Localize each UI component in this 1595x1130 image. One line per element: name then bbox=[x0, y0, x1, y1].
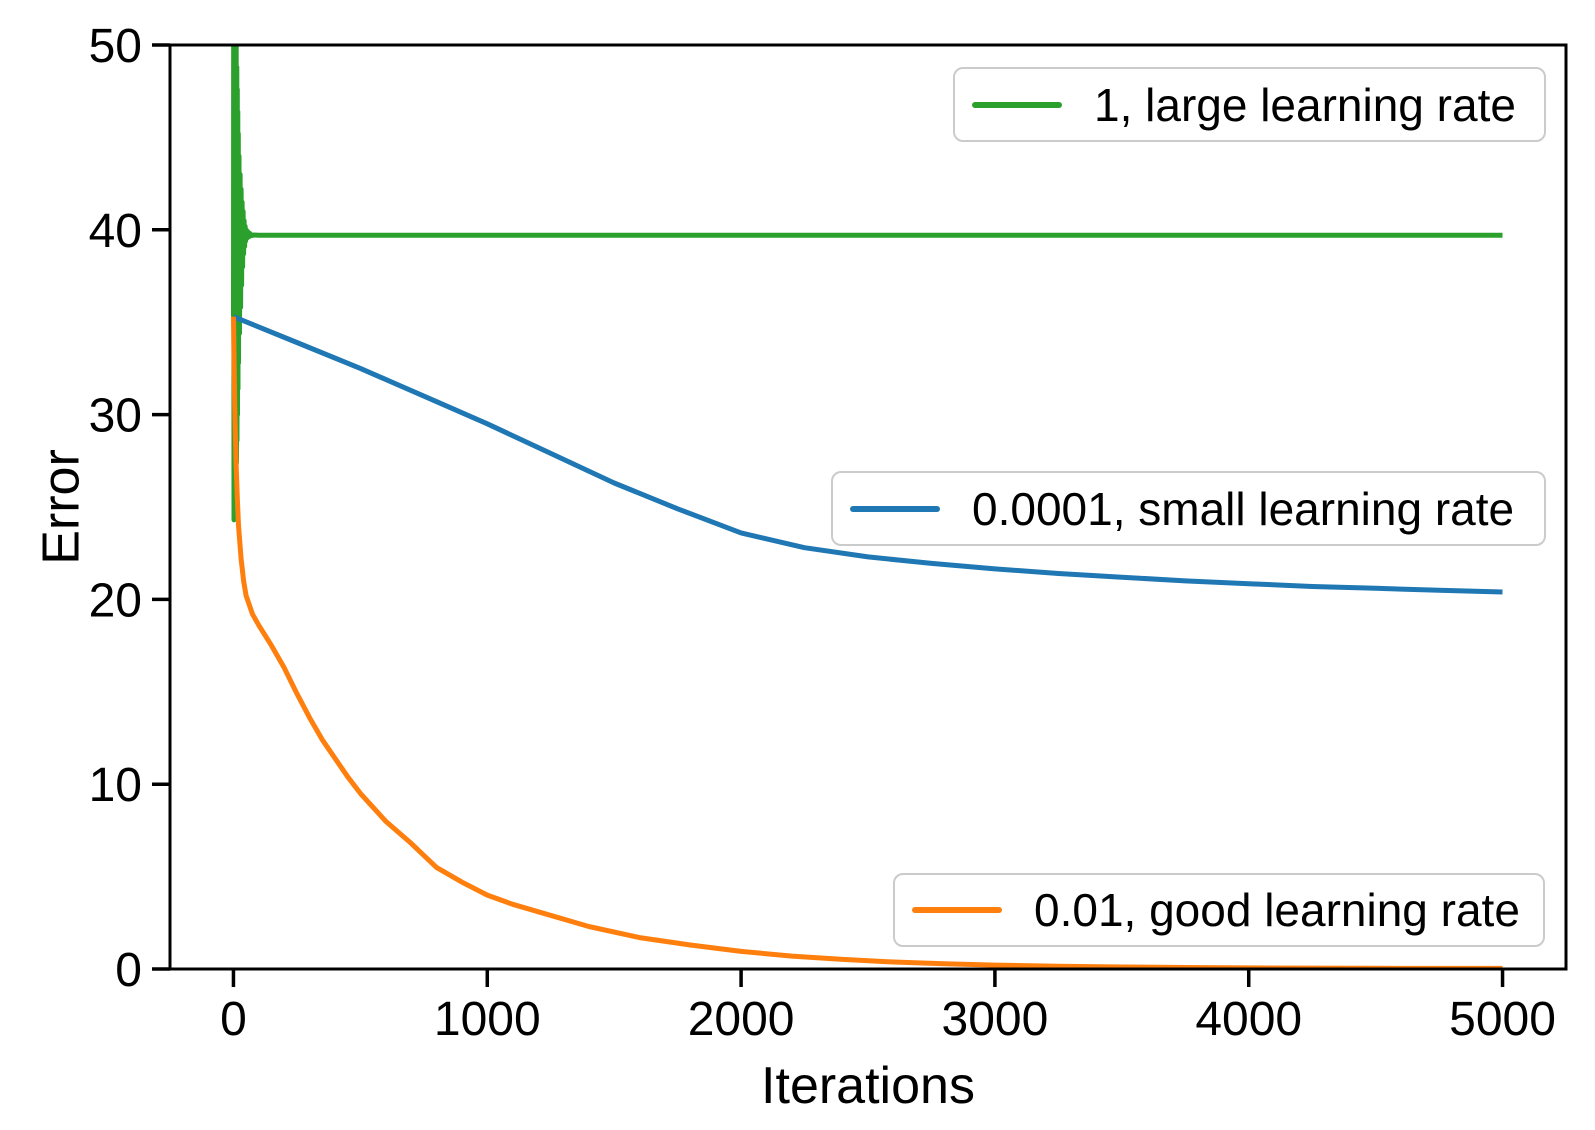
y-tick-label-20: 20 bbox=[89, 574, 142, 627]
legend-small-learning-rate: 0.0001, small learning rate bbox=[831, 471, 1546, 546]
y-tick-label-40: 40 bbox=[89, 205, 142, 258]
legend-label: 1, large learning rate bbox=[1094, 78, 1516, 131]
legend-good-learning-rate: 0.01, good learning rate bbox=[893, 873, 1545, 947]
series-line-2 bbox=[231, 316, 1503, 968]
x-axis-label: Iterations bbox=[761, 1057, 975, 1115]
legend-label: 0.0001, small learning rate bbox=[972, 482, 1515, 535]
x-tick-label-2000: 2000 bbox=[688, 993, 795, 1046]
legend-line-sample-blue bbox=[850, 505, 940, 512]
legend-line-sample-green bbox=[972, 101, 1062, 108]
legend-large-learning-rate: 1, large learning rate bbox=[953, 67, 1546, 142]
y-tick-label-30: 30 bbox=[89, 390, 142, 443]
y-tick-label-50: 50 bbox=[89, 20, 142, 73]
x-tick-label-4000: 4000 bbox=[1195, 993, 1302, 1046]
legend-line-sample-orange bbox=[912, 907, 1002, 913]
y-tick-label-10: 10 bbox=[89, 759, 142, 812]
x-tick-label-1000: 1000 bbox=[434, 993, 541, 1046]
legend-label: 0.01, good learning rate bbox=[1034, 884, 1520, 936]
axes-frame bbox=[168, 43, 1568, 971]
series-line-0 bbox=[231, 46, 1503, 523]
y-tick-label-0: 0 bbox=[115, 944, 142, 997]
x-tick-label-5000: 5000 bbox=[1449, 993, 1556, 1046]
x-tick-label-0: 0 bbox=[220, 993, 247, 1046]
x-tick-label-3000: 3000 bbox=[942, 993, 1049, 1046]
series-line-1 bbox=[232, 314, 1503, 595]
y-axis-label: Error bbox=[32, 449, 91, 565]
